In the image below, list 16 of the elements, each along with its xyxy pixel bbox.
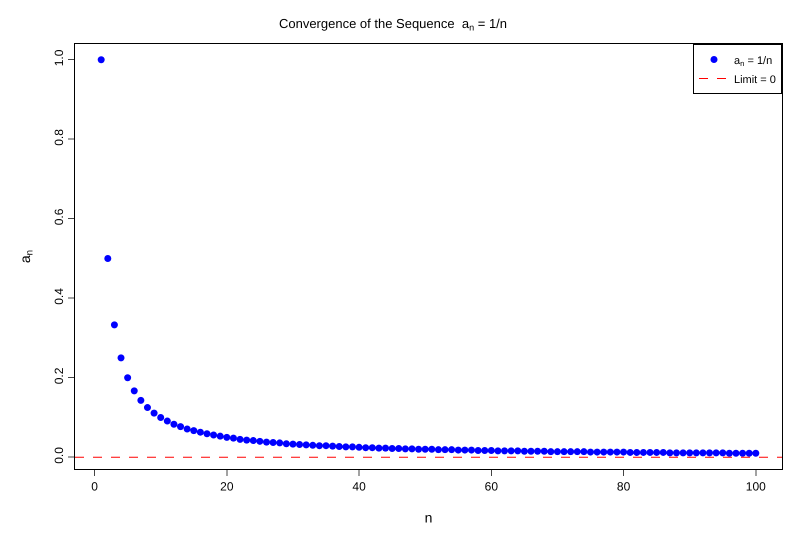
x-tick-label: 20 [220,479,234,494]
y-tick-label: 0.4 [52,288,66,305]
legend-label: a$_{n}$ = 1/n [734,54,772,68]
y-tick-label: 0.8 [52,128,66,146]
chart-title: Convergence of the Sequence a$_{n}$ = 1/n [278,16,508,33]
x-tick-label: 40 [352,479,366,494]
x-tick-label: 100 [746,479,766,494]
x-axis-title: n [424,510,432,526]
legend-label: Limit = 0 [734,74,776,86]
y-tick-label: 0.2 [52,367,66,384]
x-tick-label: 0 [91,479,98,494]
y-tick-label: 1.0 [52,49,66,66]
y-tick-label: 0.0 [52,446,66,464]
x-tick-label: 60 [484,479,498,494]
x-tick-label: 80 [616,479,631,494]
y-tick-label: 0.6 [52,208,66,226]
